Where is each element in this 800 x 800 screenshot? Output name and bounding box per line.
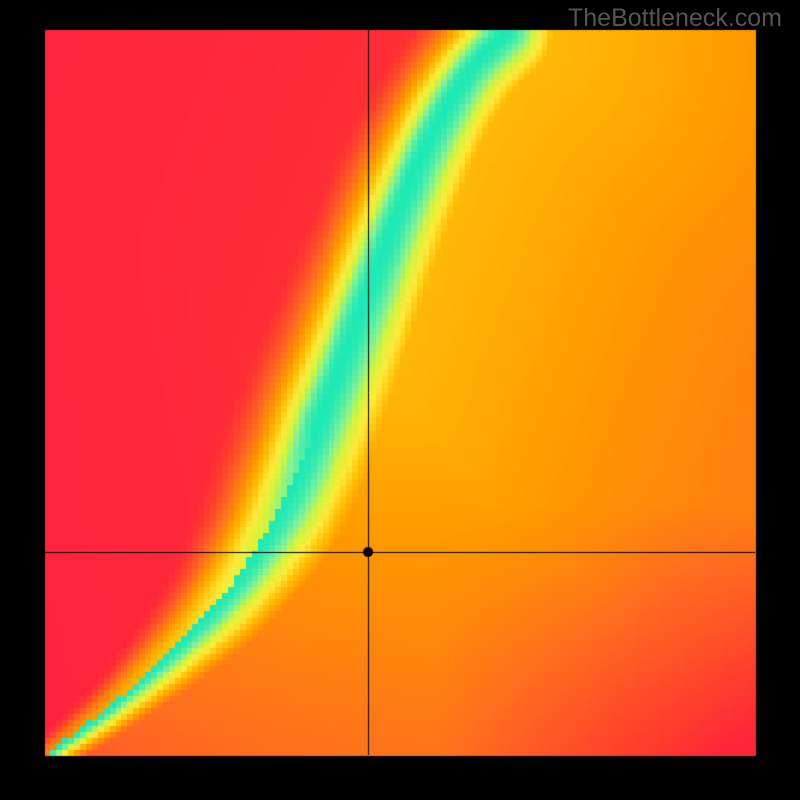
watermark-text: TheBottleneck.com	[568, 4, 782, 33]
heatmap-canvas	[0, 0, 800, 800]
chart-container: TheBottleneck.com	[0, 0, 800, 800]
